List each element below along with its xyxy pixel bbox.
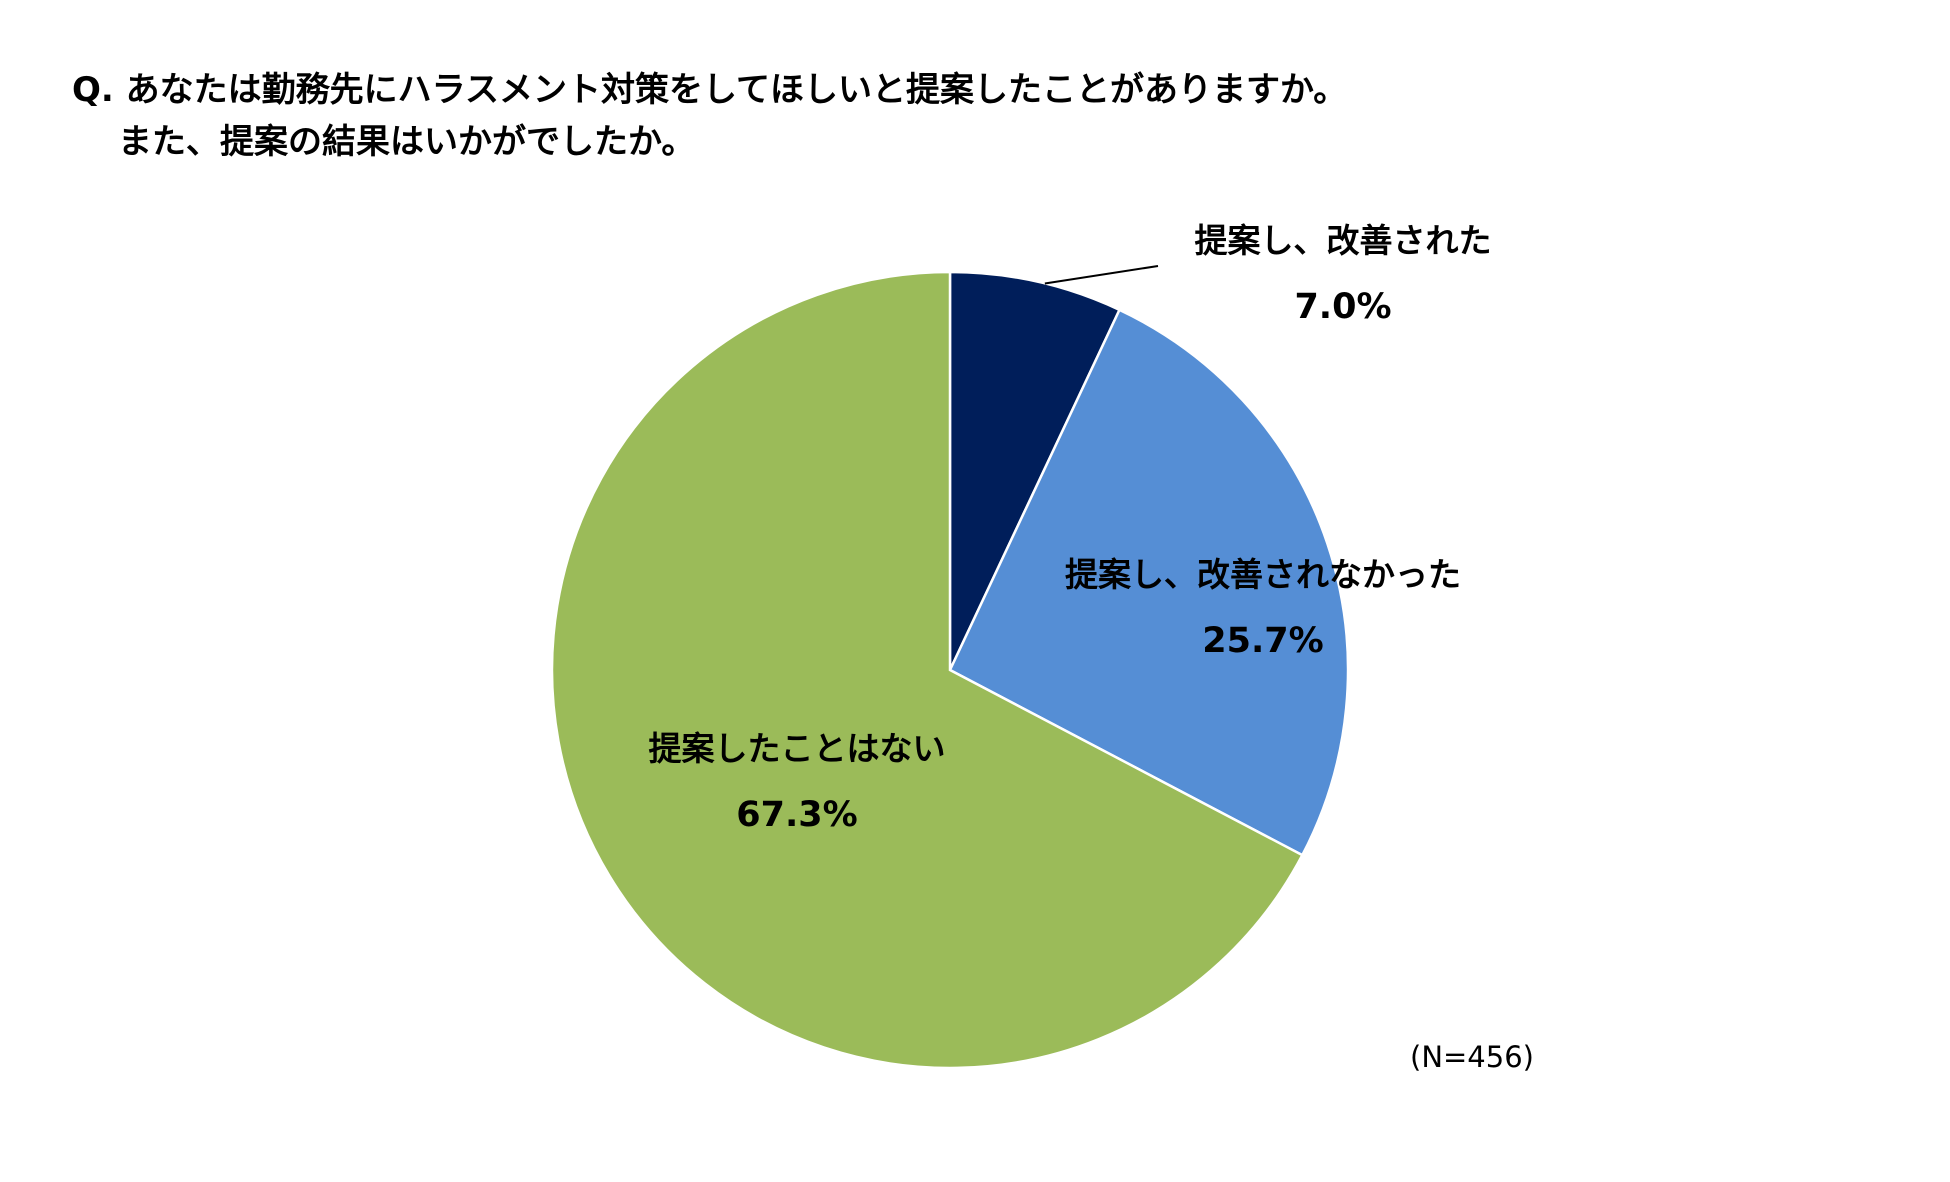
slice-value-label: 67.3% (736, 795, 857, 835)
question-title-line-2: また、提案の結果はいかがでしたか。 (118, 122, 696, 162)
slice-value-label: 25.7% (1202, 621, 1323, 661)
sample-size-note: (N=456) (1410, 1040, 1534, 1074)
slice-value-label: 7.0% (1294, 287, 1391, 327)
question-title-line-1: Q. あなたは勤務先にハラスメント対策をしてほしいと提案したことがありますか。 (72, 70, 1348, 110)
pie-slice (948, 308, 1350, 857)
slice-label: 提案したことはない (649, 729, 946, 768)
pie-slice (948, 270, 1122, 671)
pie-slice (550, 270, 1305, 1070)
leader-line (1044, 265, 1159, 285)
slice-label: 提案し、改善された (1195, 221, 1492, 260)
slice-label: 提案し、改善されなかった (1065, 555, 1461, 594)
